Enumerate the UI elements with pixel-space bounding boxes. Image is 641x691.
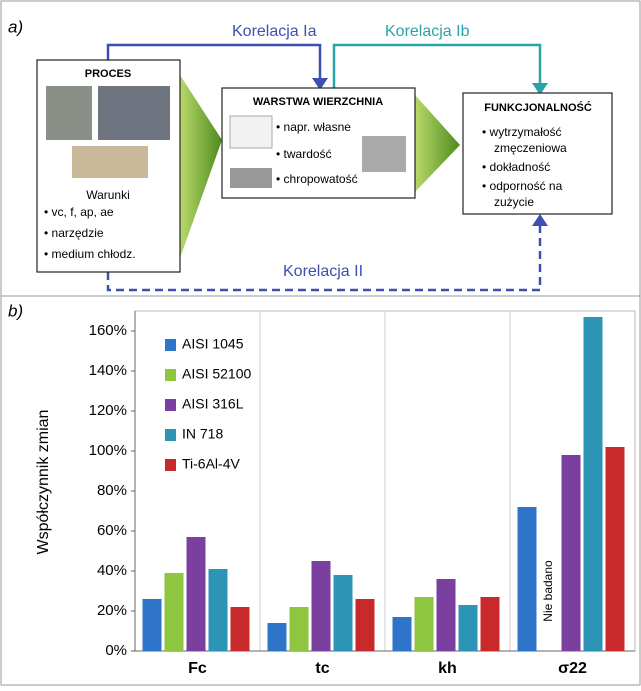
bar [606, 447, 625, 651]
box-item: • dokładność [482, 160, 550, 174]
legend-swatch [165, 369, 176, 381]
legend-label: Ti-6Al-4V [182, 456, 240, 472]
bar [356, 599, 375, 651]
box-subtitle: Warunki [86, 188, 130, 202]
legend-swatch [165, 459, 176, 471]
bar [415, 597, 434, 651]
thumb [362, 136, 406, 172]
bar [268, 623, 287, 651]
box-item: • medium chłodz. [44, 247, 136, 261]
photo [46, 86, 92, 140]
box-item: zużycie [494, 195, 534, 209]
panel-label: a) [8, 17, 23, 36]
photo [72, 146, 148, 178]
bar [437, 579, 456, 651]
box-item: • twardość [276, 147, 332, 161]
box-item: • odporność na [482, 179, 563, 193]
y-axis-label: Współczynnik zmian [35, 410, 52, 555]
legend-label: AISI 52100 [182, 366, 251, 382]
bar [143, 599, 162, 651]
legend-label: AISI 1045 [182, 336, 244, 352]
annotation: Nie badano [541, 560, 555, 622]
bar [290, 607, 309, 651]
bar [209, 569, 228, 651]
legend-label: IN 718 [182, 426, 223, 442]
box-title: WARSTWA WIERZCHNIA [253, 96, 383, 108]
box-item: zmęczeniowa [494, 141, 567, 155]
bar [481, 597, 500, 651]
legend-swatch [165, 429, 176, 441]
x-tick-label: σ22 [558, 660, 587, 677]
box-item: • napr. własne [276, 120, 351, 134]
legend-swatch [165, 399, 176, 411]
y-tick-label: 80% [97, 482, 127, 499]
correlation-label: Korelacja II [283, 263, 363, 280]
x-tick-label: kh [438, 660, 457, 677]
x-tick-label: tc [315, 660, 329, 677]
box-title: PROCES [85, 68, 131, 80]
y-tick-label: 100% [89, 442, 127, 459]
bar [459, 605, 478, 651]
bar [584, 317, 603, 651]
y-tick-label: 120% [89, 402, 127, 419]
y-tick-label: 20% [97, 602, 127, 619]
panel-label: b) [8, 301, 23, 320]
bar [393, 617, 412, 651]
bar [187, 537, 206, 651]
y-tick-label: 60% [97, 522, 127, 539]
y-tick-label: 40% [97, 562, 127, 579]
figure: a) Korelacja Ia Korelacja Ib Korelacja I… [0, 0, 641, 686]
box-title: FUNKCJONALNOŚĆ [484, 101, 592, 114]
box-item: • vc, f, ap, ae [44, 205, 114, 219]
thumb [230, 168, 272, 188]
legend-label: AISI 316L [182, 396, 244, 412]
bar [562, 455, 581, 651]
bar [231, 607, 250, 651]
bar [165, 573, 184, 651]
legend-swatch [165, 339, 176, 351]
y-tick-label: 0% [105, 642, 127, 659]
thumb [230, 116, 272, 148]
correlation-label: Korelacja Ia [232, 23, 317, 40]
y-tick-label: 160% [89, 322, 127, 339]
correlation-label: Korelacja Ib [385, 23, 470, 40]
box-item: • narzędzie [44, 226, 104, 240]
box-item: • wytrzymałość [482, 125, 562, 139]
y-tick-label: 140% [89, 362, 127, 379]
bar [518, 507, 537, 651]
x-tick-label: Fc [188, 660, 207, 677]
bar [334, 575, 353, 651]
bar [312, 561, 331, 651]
photo [98, 86, 170, 140]
box-item: • chropowatość [276, 172, 358, 186]
